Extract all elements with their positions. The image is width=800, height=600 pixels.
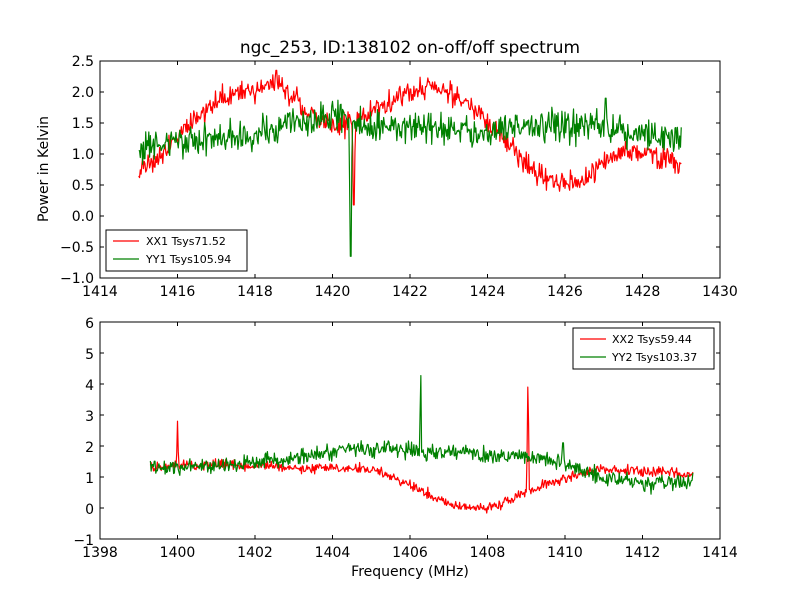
x-tick-label: 1406 [392, 545, 428, 561]
series-line-yy2 [149, 375, 694, 495]
x-tick-label: 1412 [625, 545, 661, 561]
legend-label-xx2: XX2 Tsys59.44 [612, 333, 692, 346]
x-tick-label: 1404 [315, 545, 351, 561]
y-tick-label: 3 [85, 409, 94, 425]
x-tick-label: 1416 [160, 284, 196, 300]
axes-frame [99, 60, 721, 279]
x-tick-label: 1414 [82, 284, 118, 300]
y-tick-label: 1 [85, 471, 94, 487]
x-tick-label: 1426 [547, 284, 583, 300]
y-tick-label: 2.0 [72, 85, 94, 101]
x-tick-label: 1428 [625, 284, 661, 300]
y-tick-label: 1.5 [72, 116, 94, 132]
x-tick-label: 1400 [160, 545, 196, 561]
y-tick-label: 4 [85, 378, 94, 394]
y-ticks: −1.0 −0.5 0.0 0.5 1.0 1.5 2.0 2.5 [60, 54, 94, 287]
x-axis-label: Frequency (MHz) [351, 564, 469, 580]
y-tick-label: 0.5 [72, 178, 94, 194]
y-axis-label: Power in Kelvin [36, 116, 52, 222]
chart-title: ngc_253, ID:138102 on-off/off spectrum [240, 38, 580, 58]
x-tick-label: 1422 [392, 284, 428, 300]
y-ticks: −1 0 1 2 3 4 5 6 [73, 316, 94, 549]
y-tick-label: −0.5 [60, 240, 94, 256]
y-tick-label: 1.0 [72, 147, 94, 163]
y-tick-label: −1 [73, 533, 94, 549]
series-line-yy1 [138, 97, 682, 257]
x-tick-label: 1414 [702, 545, 738, 561]
x-tick-label: 1408 [470, 545, 506, 561]
x-tick-label: 1418 [237, 284, 273, 300]
x-tick-label: 1420 [315, 284, 351, 300]
y-tick-label: −1.0 [60, 271, 94, 287]
x-tick-label: 1430 [702, 284, 738, 300]
legend-label-yy1: YY1 Tsys105.94 [145, 253, 231, 266]
top-panel: ngc_253, ID:138102 on-off/off spectrum P… [36, 38, 738, 300]
x-tick-label: 1398 [82, 545, 118, 561]
bottom-panel: Frequency (MHz) 1398 1400 1402 1404 1406… [73, 316, 738, 580]
axes-frame [99, 321, 721, 540]
plot-area [99, 60, 721, 279]
series-line-xx2 [149, 386, 694, 514]
legend-label-yy2: YY2 Tsys103.37 [611, 351, 697, 364]
x-ticks: 1414 1416 1418 1420 1422 1424 1426 1428 … [82, 284, 738, 300]
x-ticks: 1398 1400 1402 1404 1406 1408 1410 1412 … [82, 545, 738, 561]
x-tick-label: 1402 [237, 545, 273, 561]
x-tick-label: 1410 [547, 545, 583, 561]
legend-label-xx1: XX1 Tsys71.52 [146, 235, 226, 248]
y-tick-label: 2.5 [72, 54, 94, 70]
legend: XX1 Tsys71.52 YY1 Tsys105.94 [105, 229, 248, 272]
legend-box [105, 229, 248, 272]
legend-box [572, 327, 715, 370]
y-tick-label: 6 [85, 316, 94, 332]
y-tick-label: 5 [85, 347, 94, 363]
legend: XX2 Tsys59.44 YY2 Tsys103.37 [572, 327, 715, 370]
y-tick-label: 0.0 [72, 209, 94, 225]
series-line-xx1 [138, 69, 682, 206]
x-tick-label: 1424 [470, 284, 506, 300]
y-tick-label: 0 [85, 502, 94, 518]
y-tick-label: 2 [85, 440, 94, 456]
